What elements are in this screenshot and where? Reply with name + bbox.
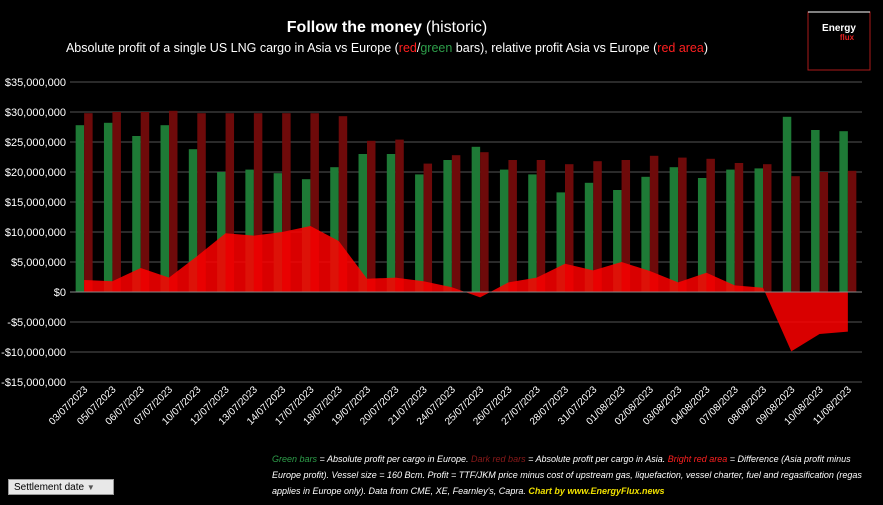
footnote-part: Dark red bars [471,454,526,464]
footnote: Green bars = Absolute profit per cargo i… [272,451,872,499]
subtitle-part: red [399,41,417,55]
footnote-part: = Absolute profit per cargo in Europe. [317,454,472,464]
footnote-part: = Absolute profit per cargo in Asia. [525,454,668,464]
bar [697,178,707,292]
subtitle-part: red area [657,41,704,55]
bar [528,174,537,292]
logo-text: flux [840,33,855,42]
bar [132,136,141,292]
footnote-part: = Difference (Asia profit minus Europe p… [272,454,865,496]
bar [839,131,848,292]
bar [253,113,263,292]
bar [84,113,93,292]
bar [499,169,509,292]
bar [649,155,659,292]
bar [395,139,404,292]
y-tick-label: $10,000,000 [5,227,66,239]
y-tick-label: -$10,000,000 [1,347,66,359]
bar [669,167,679,292]
difference-area [84,226,848,352]
bar [245,169,254,292]
bar [188,149,198,292]
subtitle: Absolute profit of a single US LNG cargo… [66,41,708,55]
y-tick-label: -$5,000,000 [7,317,66,329]
bar [169,110,178,292]
y-tick-label: $15,000,000 [5,197,66,209]
bar [415,174,424,292]
bar [621,160,631,292]
bar [565,164,574,292]
chart-title: Follow the money (historic) [287,19,487,36]
bar [103,122,113,292]
bar [811,130,820,292]
bar [706,158,715,292]
bar [112,112,121,292]
subtitle-part: bars), relative profit Asia vs Europe ( [452,41,658,55]
bar [310,113,319,292]
bar [678,157,687,292]
logo-text: Energy [822,23,856,34]
bar [734,163,744,292]
footnote-part: Green bars [272,454,318,464]
subtitle-part: / [417,41,421,55]
bar [75,125,85,292]
title-main: Follow the money [287,19,422,36]
bar [338,116,348,292]
y-tick-label: $5,000,000 [11,257,66,269]
bar [197,113,206,292]
bar [763,164,772,292]
bar [754,168,763,292]
bar [556,192,565,292]
bar [451,155,461,292]
bar [584,182,594,292]
y-tick-label: $30,000,000 [5,107,66,119]
bar [217,172,226,292]
bar [782,116,792,292]
bar [367,140,376,292]
filter-label: Settlement date [14,482,85,493]
footnote-part: Chart by www.EnergyFlux.news [528,486,665,496]
title-suffix: (historic) [426,19,487,36]
bar [480,152,489,292]
bar [330,167,339,292]
filter-icon: ▼ [86,483,95,492]
bar [593,161,602,292]
y-tick-label: -$15,000,000 [1,377,66,389]
bar [386,154,396,292]
y-tick-label: $0 [54,287,66,299]
filter-button[interactable]: Settlement date ▼ [8,479,114,495]
bar [641,176,650,292]
bar [358,154,367,292]
bar [423,163,433,292]
bar [819,172,829,292]
bar [160,125,169,292]
bar [140,112,150,292]
bar [443,160,452,292]
bar [471,146,481,292]
bar [791,176,800,292]
bar [726,169,735,292]
subtitle-part: green [420,41,452,55]
y-tick-label: $25,000,000 [5,137,66,149]
bar [225,113,235,292]
footnote-part: Bright red area [667,454,728,464]
bar [508,160,517,292]
bar [847,170,857,292]
bar [613,190,622,292]
subtitle-part: ) [704,41,708,55]
bar [536,160,546,292]
bar [282,113,291,292]
y-tick-label: $20,000,000 [5,167,66,179]
subtitle-part: Absolute profit of a single US LNG cargo… [66,41,400,55]
y-tick-label: $35,000,000 [5,77,66,89]
